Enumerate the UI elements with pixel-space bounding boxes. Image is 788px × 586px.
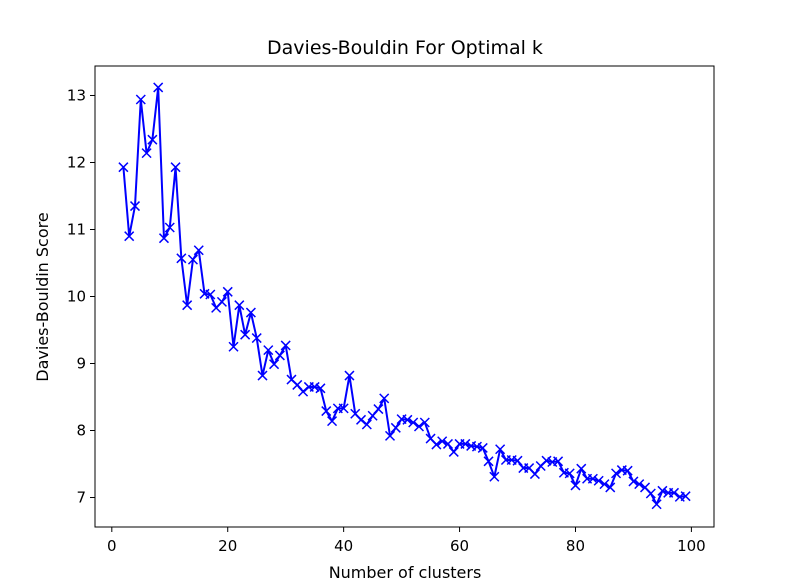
data-point-marker	[147, 134, 158, 145]
x-tick-label: 20	[218, 537, 237, 555]
x-axis-label: Number of clusters	[329, 563, 482, 582]
data-point-marker	[384, 430, 396, 441]
y-tick-label: 13	[67, 86, 86, 104]
data-point-marker	[413, 421, 425, 432]
data-point-marker	[576, 463, 587, 474]
data-point-marker	[158, 233, 170, 244]
data-point-marker	[379, 393, 390, 404]
chart-title: Davies-Bouldin For Optimal k	[267, 37, 543, 59]
data-point-marker	[228, 341, 239, 352]
data-point-marker	[495, 444, 506, 455]
data-point-marker	[315, 383, 326, 394]
data-point-marker	[541, 455, 552, 466]
y-axis-label: Davies-Bouldin Score	[33, 212, 52, 381]
data-point-marker	[564, 468, 575, 479]
data-point-marker	[141, 148, 152, 159]
data-point-marker	[570, 480, 581, 491]
data-point-marker	[164, 222, 175, 233]
y-tick-label: 7	[76, 489, 86, 507]
data-point-marker	[431, 439, 442, 450]
y-tick-label: 9	[76, 355, 86, 373]
data-point-marker	[512, 455, 523, 466]
data-point-marker	[634, 479, 645, 490]
data-point-marker	[182, 300, 193, 311]
data-point-marker	[645, 488, 656, 499]
data-point-marker	[216, 296, 227, 307]
data-point-marker	[356, 414, 367, 425]
data-point-marker	[245, 307, 256, 318]
data-point-marker	[599, 479, 610, 490]
data-point-marker	[251, 333, 262, 344]
x-tick-label: 100	[677, 537, 706, 555]
data-point-marker	[257, 370, 268, 381]
data-point-marker	[477, 442, 488, 453]
data-point-marker	[593, 475, 604, 486]
x-tick-label: 60	[450, 537, 469, 555]
data-point-marker	[153, 82, 164, 93]
data-point-marker	[321, 406, 332, 417]
plot-area	[94, 65, 715, 528]
data-point-marker	[622, 465, 633, 476]
y-tick-label: 8	[76, 422, 86, 440]
data-point-marker	[263, 345, 274, 356]
x-axis: 0 20 40 60 80 100	[107, 527, 706, 555]
y-tick-label: 11	[67, 220, 86, 238]
x-tick-label: 0	[107, 537, 117, 555]
data-point-marker	[408, 417, 419, 428]
data-point-marker	[234, 300, 245, 311]
data-point-marker	[222, 286, 233, 297]
data-point-marker	[176, 253, 187, 264]
data-point-marker	[657, 485, 668, 496]
data-point-marker	[605, 482, 616, 493]
data-point-marker	[205, 289, 216, 300]
data-point-marker	[460, 438, 471, 449]
data-point-marker	[118, 162, 129, 173]
data-point-marker	[344, 370, 355, 381]
data-point-marker	[611, 468, 622, 479]
data-point-marker	[651, 499, 662, 510]
data-point-marker	[483, 456, 494, 467]
data-point-marker	[135, 94, 146, 105]
data-point-marker	[280, 340, 291, 351]
y-tick-label: 10	[67, 288, 86, 306]
data-point-marker	[298, 386, 309, 397]
data-point-marker	[419, 417, 430, 428]
data-point-marker	[553, 456, 564, 467]
data-point-marker	[170, 162, 181, 173]
data-point-marker	[338, 403, 349, 414]
series-line	[122, 86, 686, 506]
data-point-marker	[437, 436, 448, 447]
data-point-marker	[193, 245, 204, 256]
data-point-marker	[489, 471, 500, 482]
data-point-marker	[187, 254, 198, 265]
data-point-marker	[309, 381, 320, 392]
data-point-marker	[471, 441, 482, 452]
data-point-marker	[124, 231, 135, 242]
data-point-marker	[129, 201, 141, 212]
y-tick-label: 12	[67, 153, 86, 171]
data-point-marker	[529, 469, 540, 480]
x-tick-label: 40	[334, 537, 353, 555]
data-point-marker	[448, 446, 459, 457]
data-point-marker	[668, 487, 680, 498]
data-point-marker	[361, 419, 372, 430]
data-point-marker	[240, 329, 251, 340]
data-point-marker	[373, 404, 384, 415]
data-point-marker	[390, 422, 401, 433]
data-point-marker	[402, 414, 413, 425]
data-point-marker	[680, 491, 691, 502]
data-point-marker	[587, 473, 598, 484]
data-point-marker	[442, 438, 453, 449]
data-point-marker	[628, 476, 639, 487]
y-axis: 7 8 9 10 11 12 13	[67, 86, 95, 507]
data-point-marker	[327, 416, 338, 427]
x-tick-label: 80	[566, 537, 585, 555]
data-point-marker	[274, 350, 285, 361]
data-point-marker	[269, 359, 280, 370]
